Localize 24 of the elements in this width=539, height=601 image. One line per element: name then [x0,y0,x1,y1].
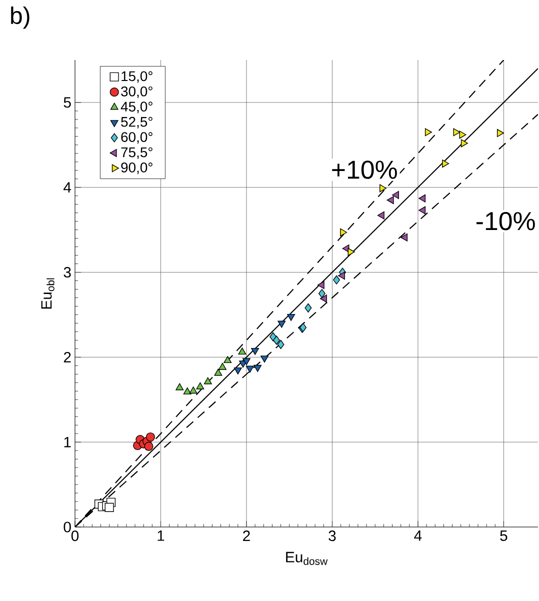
x-tick-label: 0 [71,530,79,542]
legend-label: 90,0° [121,162,152,174]
x-axis-title: Eu$_{dosw}$ [286,552,328,565]
x-tick-label: 2 [243,530,250,541]
y-tick-label: 3 [64,266,71,278]
legend-label: 15,0° [122,71,152,83]
legend-label: 52,5° [121,116,152,128]
y-tick-label: 4 [64,182,72,193]
y-tick-label: 5 [64,97,71,108]
x-tick-label: 4 [414,530,422,541]
legend-label: 45,0° [120,102,152,114]
annotation: -10% [476,212,535,230]
legend-label: 30,0° [121,86,152,98]
y-axis-title: Eu$_{obl}$ [41,278,54,309]
y-tick-label: 1 [64,436,71,448]
x-tick-label: 5 [500,530,508,541]
chart-title: b) [11,6,30,29]
annotation: +10% [332,160,397,179]
y-tick-label: 0 [64,522,71,532]
legend-label: 75,5° [121,147,152,159]
y-tick-label: 2 [64,352,71,362]
x-tick-label: 3 [328,530,336,542]
legend-label: 60,0° [121,132,152,144]
x-tick-label: 1 [158,530,164,541]
